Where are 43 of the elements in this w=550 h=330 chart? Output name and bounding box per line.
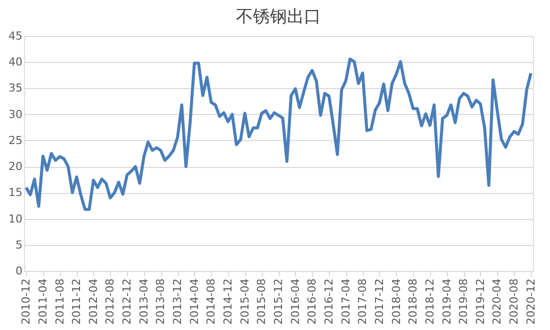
x-tick-label: 2019-04	[440, 278, 454, 324]
x-tick-label: 2019-12	[474, 278, 487, 324]
y-tick-label: 35	[8, 82, 22, 95]
x-tick-label: 2015-04	[238, 278, 252, 324]
x-tick-label: 2020-04	[490, 278, 504, 324]
x-tick-label: 2019-08	[457, 278, 470, 324]
x-tick-label: 2013-12	[171, 278, 184, 324]
x-tick-label: 2015-12	[272, 278, 285, 324]
y-tick-label: 10	[8, 212, 22, 226]
x-tick-label: 2012-04	[86, 278, 100, 324]
x-tick-label: 2011-08	[53, 278, 66, 324]
x-tick-label: 2014-08	[204, 278, 218, 324]
y-tick-label: 30	[8, 108, 22, 121]
y-tick-label: 5	[16, 238, 22, 252]
x-tick-label: 2012-12	[120, 278, 134, 324]
x-tick-label: 2018-04	[390, 278, 403, 324]
y-tick-label: 15	[8, 186, 22, 200]
x-tick-label: 2013-04	[137, 278, 150, 324]
y-tick-label: 0	[16, 264, 22, 278]
x-tick-label: 2018-08	[406, 278, 420, 324]
x-tick-label: 2017-12	[372, 278, 386, 324]
x-tick-label: 2014-12	[222, 278, 235, 324]
x-tick-label: 2016-12	[322, 278, 336, 324]
x-tick-label: 2011-12	[70, 278, 84, 324]
x-tick-label: 2017-04	[339, 278, 352, 324]
x-tick-label: 2018-12	[423, 278, 436, 324]
x-tick-label: 2016-08	[306, 278, 319, 324]
x-tick-label: 2013-08	[154, 278, 168, 324]
y-tick-label: 45	[8, 30, 22, 42]
x-tick-label: 2011-04	[36, 278, 50, 324]
x-tick-label: 2016-04	[288, 278, 302, 324]
y-tick-label: 25	[8, 134, 22, 147]
x-tick-label: 2017-08	[356, 278, 370, 324]
x-tick-label: 2010-12	[20, 278, 33, 324]
x-tick-label: 2020-08	[508, 278, 521, 324]
y-tick-label: 20	[8, 160, 22, 174]
chart-title: 不锈钢出口	[236, 7, 321, 27]
x-tick-label: 2012-08	[104, 278, 117, 324]
x-tick-label: 2015-08	[255, 278, 268, 324]
line-series	[24, 57, 532, 211]
x-tick-label: 2014-04	[188, 278, 201, 324]
x-tick-label: 2020-12	[524, 278, 538, 324]
y-tick-label: 40	[8, 56, 22, 69]
